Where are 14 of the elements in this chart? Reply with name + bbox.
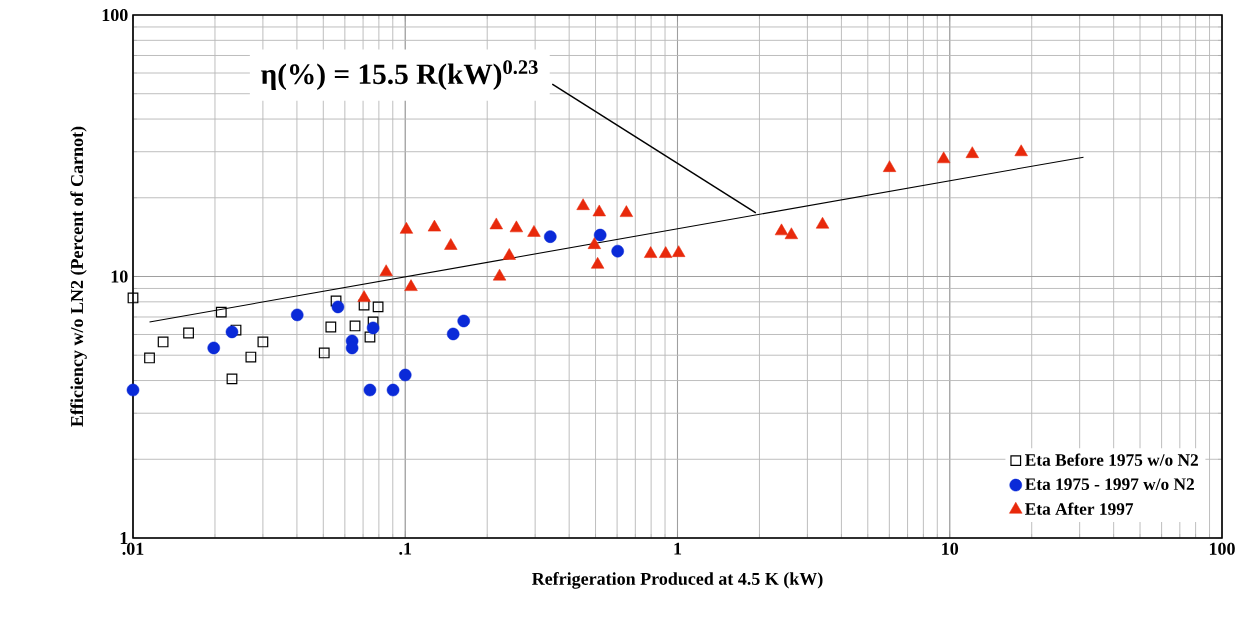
annotation: η(%) = 15.5 R(kW)$^{0.23}$ <box>260 60 538 91</box>
x-tick-label: .1 <box>399 542 412 555</box>
x-axis-title: Refrigeration Produced at 4.5 K (kW) <box>532 572 823 589</box>
y-tick-label: 100 <box>102 8 128 22</box>
legend-label: Eta After 1997 <box>1025 502 1134 515</box>
y-axis-title: Efficiency w/o LN2 (Percent of Carnot) <box>70 126 87 427</box>
legend-label: Eta Before 1975 w/o N2 <box>1025 453 1198 466</box>
legend-label: Eta 1975 - 1997 w/o N2 <box>1025 478 1194 490</box>
y-tick-label: 10 <box>111 270 128 283</box>
x-tick-label: .01 <box>122 542 144 555</box>
x-tick-label: 100 <box>1209 542 1235 555</box>
x-tick-label: 1 <box>674 542 682 555</box>
y-tick-label: 1 <box>120 532 128 544</box>
x-tick-label: 10 <box>942 542 959 555</box>
